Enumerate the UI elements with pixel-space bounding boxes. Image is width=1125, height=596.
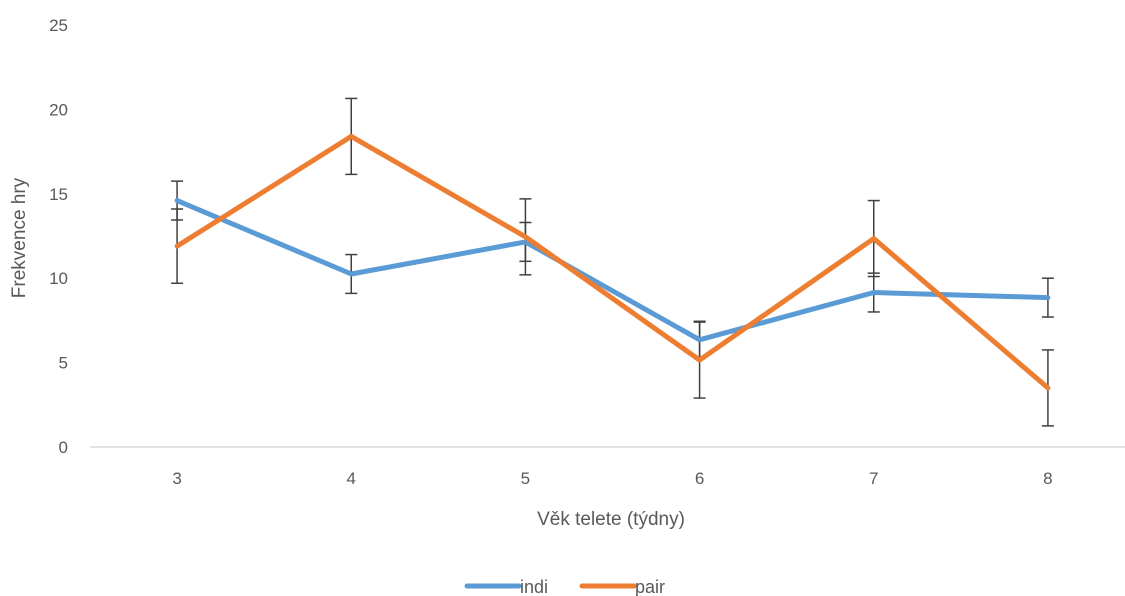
x-tick-label: 3 [172, 469, 181, 488]
y-tick-label: 20 [49, 100, 68, 119]
x-tick-label: 8 [1043, 469, 1052, 488]
legend-item-indi: indi [464, 577, 548, 596]
y-tick-label: 25 [49, 16, 68, 35]
x-tick-label: 7 [869, 469, 878, 488]
series-line-pair [174, 133, 1051, 391]
legend-item-pair: pair [579, 577, 665, 596]
y-tick-label: 15 [49, 185, 68, 204]
x-axis-ticks: 3 4 5 6 7 8 [172, 469, 1052, 488]
y-axis-ticks: 0 5 10 15 20 25 [49, 16, 68, 457]
error-bars [171, 97, 1054, 427]
x-tick-label: 5 [521, 469, 530, 488]
legend-label: indi [520, 577, 548, 596]
x-axis-title: Věk telete (týdny) [537, 509, 685, 530]
y-tick-label: 0 [59, 438, 68, 457]
x-tick-label: 4 [347, 469, 356, 488]
legend-label: pair [635, 577, 665, 596]
legend: indi pair [464, 577, 665, 596]
y-axis-title: Frekvence hry [9, 177, 30, 298]
series-line-indi [174, 198, 1051, 343]
y-tick-label: 10 [49, 269, 68, 288]
x-tick-label: 6 [695, 469, 704, 488]
series-lines [174, 133, 1051, 391]
y-tick-label: 5 [59, 354, 68, 373]
